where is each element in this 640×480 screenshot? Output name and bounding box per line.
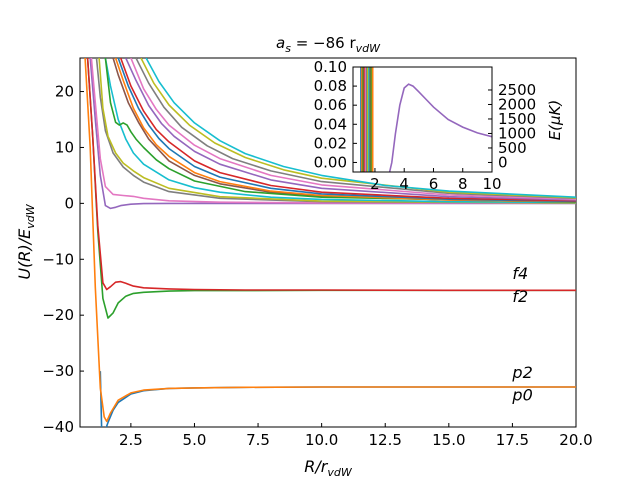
inset-y2-axis-label: E(μK) xyxy=(546,100,564,141)
inset-y2-tick-label: 2500 xyxy=(498,81,536,99)
y-tick-label: −30 xyxy=(42,362,74,380)
annotation-f2: f2 xyxy=(512,287,528,306)
x-tick-label: 5.0 xyxy=(183,431,207,449)
inset-axes-frame xyxy=(352,66,493,173)
inset-y2-tick-label: 1500 xyxy=(498,110,536,128)
chart-title: as = −86 rvdW xyxy=(276,34,381,55)
y-tick-label: 0 xyxy=(64,194,74,212)
series-line-p2 xyxy=(84,58,576,423)
x-tick-label: 7.5 xyxy=(246,431,270,449)
inset-series-group xyxy=(360,67,492,172)
series-line-green-bump xyxy=(104,58,576,203)
inset-y2-tick-label: 1000 xyxy=(498,124,536,142)
annotation-p2: p2 xyxy=(511,363,532,382)
inset-y-tick-label: 0.06 xyxy=(314,96,347,114)
inset-ticks: 2 4 6 8 10 0.000.020.040.060.080.10 0500100015… xyxy=(314,58,537,193)
inset-y-tick-label: 0.00 xyxy=(314,153,347,171)
series-line-cyan xyxy=(104,58,576,204)
annotation-p0: p0 xyxy=(511,386,532,405)
x-tick-label: 20.0 xyxy=(559,431,592,449)
y-tick-label: −40 xyxy=(42,418,74,436)
x-tick-label: 2.5 xyxy=(119,431,143,449)
annotations-group: f4 f2 p2 p0 xyxy=(511,264,532,405)
inset-x-tick-label: 10 xyxy=(482,175,501,193)
inset-x-tick-label: 4 xyxy=(399,175,409,193)
inset-y-tick-label: 0.04 xyxy=(314,115,347,133)
series-line-olive xyxy=(98,58,576,204)
inset-y2-tick-label: 0 xyxy=(498,153,508,171)
annotation-f4: f4 xyxy=(512,264,528,283)
series-line-cyan-upper xyxy=(145,58,576,198)
series-line-p0 xyxy=(99,371,576,427)
x-tick-label: 17.5 xyxy=(496,431,529,449)
series-line-red-upper xyxy=(119,58,576,202)
y-tick-label: −10 xyxy=(42,250,74,268)
x-axis-label: R/rvdW xyxy=(304,457,353,479)
series-line-f4 xyxy=(86,58,576,292)
inset-y2-tick-label: 2000 xyxy=(498,95,536,113)
series-line-blue xyxy=(117,58,576,203)
main-series-group xyxy=(84,58,576,427)
series-line-gray-upper xyxy=(135,58,576,200)
inset-y2-tick-label: 500 xyxy=(498,139,527,157)
main-ticks: 2.5 5.0 7.5 10.0 12.5 15.0 17.5 20.0 −40 −30 −20 −1… xyxy=(42,83,592,449)
main-axes-frame xyxy=(79,57,577,428)
y-tick-label: 20 xyxy=(55,83,74,101)
series-line-pink-upper xyxy=(130,58,576,200)
series-line-s0 xyxy=(89,58,576,210)
inset-x-tick-label: 6 xyxy=(429,175,439,193)
inset-y-tick-label: 0.08 xyxy=(314,77,347,95)
x-tick-label: 15.0 xyxy=(432,431,465,449)
inset-background xyxy=(353,67,492,172)
y-axis-label: U(R)/EvdW xyxy=(15,203,37,279)
inset-x-tick-label: 2 xyxy=(370,175,380,193)
series-line-gray xyxy=(95,58,576,204)
series-line-pink xyxy=(90,58,576,205)
y-tick-label: −20 xyxy=(42,306,74,324)
y-tick-label: 10 xyxy=(55,138,74,156)
inset-x-tick-label: 8 xyxy=(458,175,468,193)
inset-y-tick-label: 0.02 xyxy=(314,134,347,152)
x-tick-label: 10.0 xyxy=(305,431,338,449)
x-tick-label: 12.5 xyxy=(369,431,402,449)
series-line-purple-upper xyxy=(125,58,576,201)
inset-series-line-s0-barrier xyxy=(388,83,492,172)
series-line-orange xyxy=(114,58,576,203)
inset-y-tick-label: 0.10 xyxy=(314,58,347,76)
